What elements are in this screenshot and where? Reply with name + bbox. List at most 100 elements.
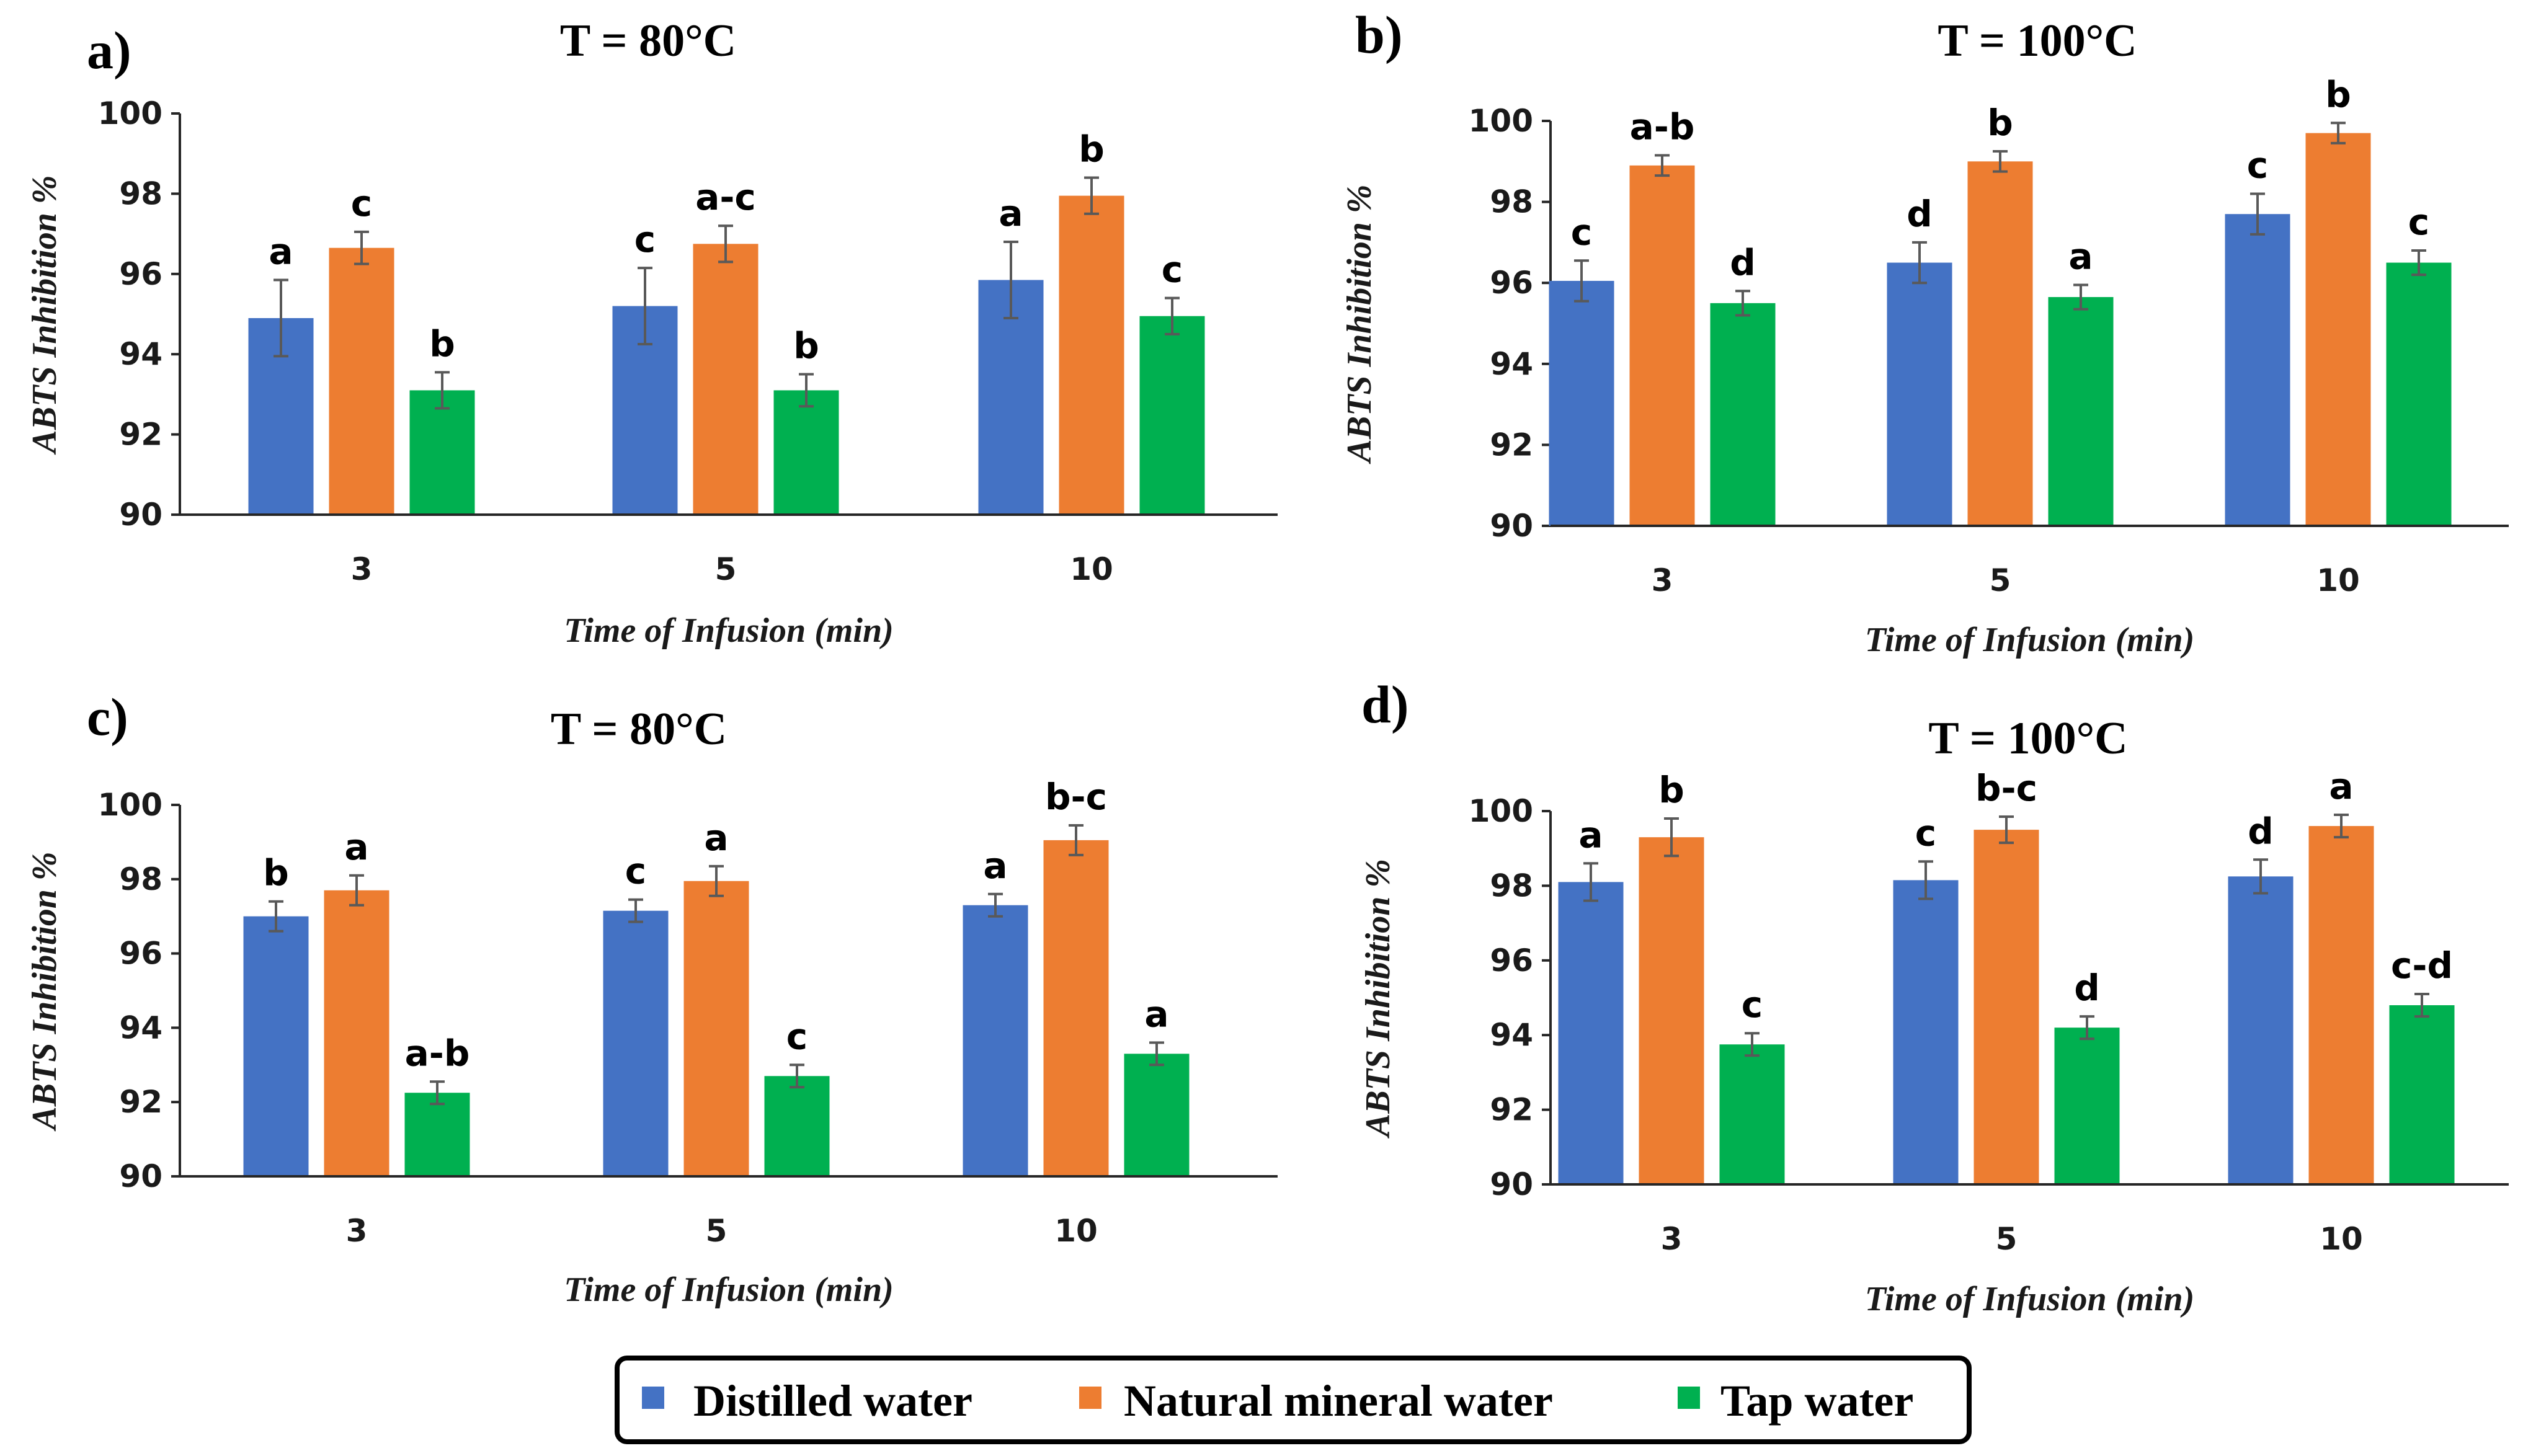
panel-b-bar <box>1887 262 1952 526</box>
panel-a-y-tick-label: 100 <box>98 95 162 131</box>
panel-c-significance-label: a <box>704 817 728 859</box>
panel-a-x-tick-label: 10 <box>1070 551 1113 587</box>
panel-c-letter: c) <box>87 687 128 747</box>
panel-c-x-tick-label: 3 <box>346 1213 368 1249</box>
panel-c-significance-label: c <box>625 850 646 892</box>
panel-a-title: T = 80°C <box>560 16 736 66</box>
panel-d: d) T = 100°C 90 92 94 96 98 100 ABTS Inhibition … <box>1359 675 2509 1318</box>
panel-c: c) T = 80°C 90 92 94 96 98 100 ABTS Inhibition %… <box>25 687 1278 1309</box>
panel-b-x-axis-title: Time of Infusion (min) <box>1865 621 2195 659</box>
panel-c-bar <box>324 890 389 1176</box>
panel-a-y-tick-label: 92 <box>119 417 162 453</box>
panel-a-y-tick-label: 94 <box>119 336 162 372</box>
panel-c-y-tick-label: 98 <box>119 861 162 897</box>
panel-d-y-tick-label: 90 <box>1490 1166 1533 1202</box>
panel-b-bar <box>1629 165 1695 526</box>
panel-a-significance-label: c <box>1162 249 1183 291</box>
panel-c-bar <box>404 1093 470 1176</box>
panel-b-bar <box>2225 214 2290 526</box>
panel-b: b) T = 100°C 90 92 94 96 98 100 ABTS Inhibition … <box>1340 5 2509 659</box>
panel-b-y-tick-label: 90 <box>1490 508 1533 544</box>
legend-box <box>615 1356 1972 1444</box>
panel-d-significance-label: c <box>1915 812 1936 854</box>
panel-b-significance-label: b <box>1987 102 2013 144</box>
panel-b-letter: b) <box>1355 5 1402 64</box>
panel-c-title: T = 80°C <box>551 704 727 755</box>
panel-c-significance-label: b-c <box>1045 776 1107 818</box>
panel-c-y-tick-label: 90 <box>119 1158 162 1194</box>
panel-b-bar <box>2386 262 2452 526</box>
panel-a-bar <box>1059 195 1124 515</box>
panel-a-y-tick-label: 90 <box>119 497 162 533</box>
panel-b-significance-label: d <box>1730 241 1756 283</box>
panel-c-bar <box>603 910 669 1176</box>
panel-b-y-axis-title: ABTS Inhibition % <box>1340 184 1379 464</box>
panel-c-significance-label: b <box>263 852 289 894</box>
panel-b-significance-label: a <box>2068 235 2093 277</box>
panel-d-bar <box>1719 1044 1785 1184</box>
panel-d-title: T = 100°C <box>1928 713 2127 764</box>
panel-a-x-axis-title: Time of Infusion (min) <box>564 611 894 650</box>
panel-d-bar <box>2389 1005 2455 1184</box>
panel-b-y-tick-label: 96 <box>1490 265 1533 301</box>
panel-b-bar <box>2305 133 2371 526</box>
panel-c-bar <box>683 881 749 1176</box>
panel-a-x-tick-label: 5 <box>715 551 737 587</box>
panel-d-bar <box>1973 830 2039 1184</box>
panel-d-significance-label: a <box>2329 765 2353 807</box>
panel-b-y-tick-label: 100 <box>1469 103 1533 139</box>
panel-b-x-tick-label: 10 <box>2316 562 2360 598</box>
panel-a-bar <box>1139 316 1205 515</box>
legend-label-mineral: Natural mineral water <box>1124 1376 1553 1426</box>
panel-b-significance-label: c <box>2408 201 2429 243</box>
panel-a-significance-label: b <box>793 325 819 367</box>
panel-d-x-tick-label: 10 <box>2320 1221 2363 1257</box>
panel-a-significance-label: b <box>1079 128 1105 171</box>
panel-c-x-axis-title: Time of Infusion (min) <box>564 1271 894 1309</box>
panel-b-x-tick-label: 5 <box>1990 562 2011 598</box>
panel-a-y-axis-title: ABTS Inhibition % <box>25 175 64 455</box>
panel-a-significance-label: b <box>429 322 455 365</box>
panel-c-significance-label: a <box>1144 993 1168 1035</box>
panel-a-significance-label: a <box>999 192 1023 234</box>
panel-b-significance-label: c <box>2247 144 2268 187</box>
panel-c-y-axis-title: ABTS Inhibition % <box>25 851 64 1131</box>
panel-b-bar <box>2048 297 2114 526</box>
panel-d-significance-label: b-c <box>1975 767 2037 809</box>
panel-c-bar <box>1043 840 1109 1176</box>
panel-a-bar <box>409 390 475 515</box>
panel-c-x-tick-label: 10 <box>1054 1213 1098 1249</box>
panel-d-y-axis-title: ABTS Inhibition % <box>1359 859 1397 1139</box>
panel-a-letter: a) <box>87 20 131 80</box>
panel-d-y-tick-label: 92 <box>1490 1092 1533 1128</box>
panel-d-y-tick-label: 96 <box>1490 943 1533 979</box>
panel-c-significance-label: a <box>344 826 368 868</box>
panel-d-bar <box>2308 826 2374 1184</box>
panel-d-x-axis-title: Time of Infusion (min) <box>1865 1280 2195 1318</box>
panel-d-y-tick-label: 94 <box>1490 1017 1533 1053</box>
panel-c-y-tick-label: 92 <box>119 1084 162 1120</box>
panel-d-bar <box>1639 837 1704 1184</box>
panel-a-x-tick-label: 3 <box>351 551 373 587</box>
panel-d-significance-label: c-d <box>2391 944 2453 987</box>
panel-b-bar <box>1967 161 2033 526</box>
panel-c-bar <box>1124 1054 1190 1176</box>
panel-a-y-tick-label: 96 <box>119 256 162 292</box>
panel-d-significance-label: b <box>1658 769 1684 811</box>
legend-swatch-mineral <box>1079 1387 1101 1409</box>
panel-d-x-tick-label: 3 <box>1661 1221 1683 1257</box>
panel-d-significance-label: d <box>2074 967 2100 1009</box>
legend-swatch-distilled <box>642 1387 664 1409</box>
panel-a-significance-label: a <box>269 231 293 273</box>
panel-d-x-tick-label: 5 <box>1996 1221 2018 1257</box>
panel-b-significance-label: c <box>1571 211 1592 253</box>
panel-a-bar <box>773 390 839 515</box>
panel-c-y-tick-label: 100 <box>98 787 162 823</box>
panel-b-title: T = 100°C <box>1938 16 2137 66</box>
panel-b-x-tick-label: 3 <box>1652 562 1673 598</box>
legend-swatch-tap <box>1678 1387 1700 1409</box>
panel-c-significance-label: a-b <box>405 1032 470 1074</box>
panel-d-significance-label: d <box>2248 810 2274 852</box>
panel-d-y-tick-label: 100 <box>1469 793 1533 829</box>
panel-c-bar <box>764 1076 830 1176</box>
